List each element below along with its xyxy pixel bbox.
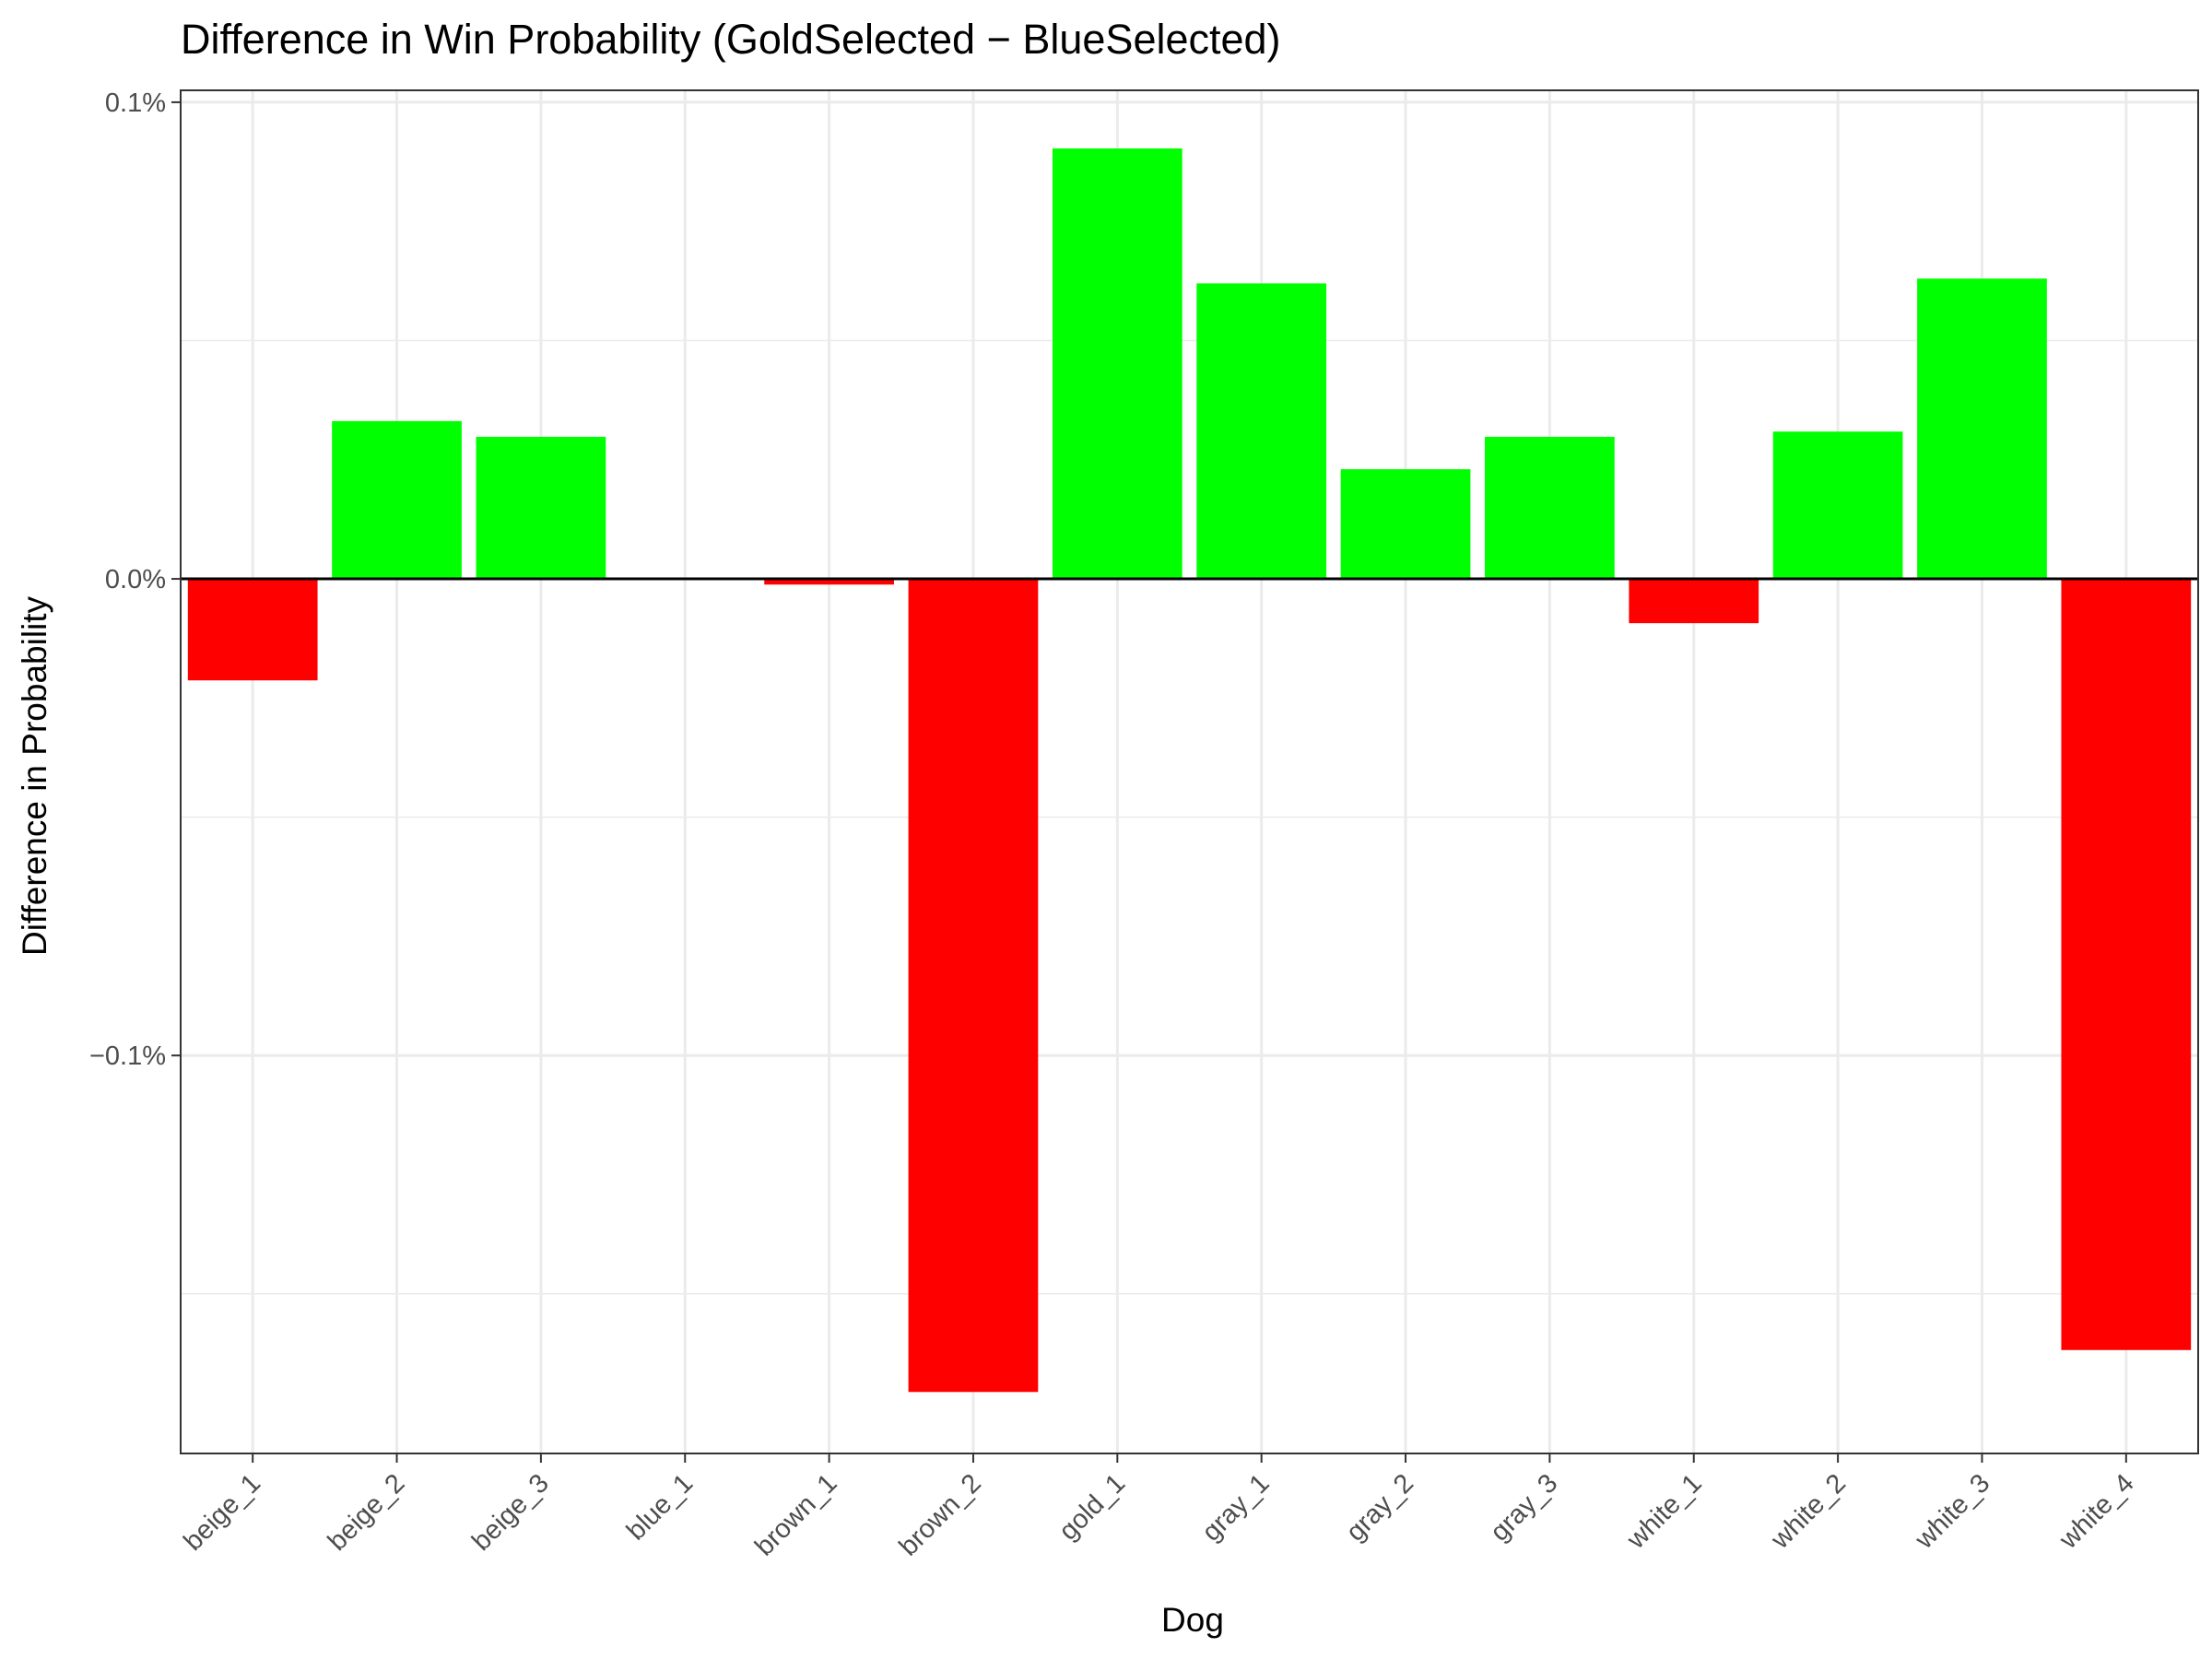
bar-white_1 [1629, 579, 1759, 624]
bar-white_2 [1772, 431, 1903, 580]
bar-beige_3 [476, 436, 606, 580]
panel-border [180, 89, 2199, 1454]
y-tick-label: 0.1% [105, 88, 166, 118]
bar-gold_1 [1052, 148, 1182, 580]
bar-white_3 [1917, 278, 2047, 580]
x-axis-title: Dog [1161, 1601, 1224, 1639]
bar-beige_1 [187, 579, 318, 681]
bar-brown_1 [764, 579, 894, 585]
y-axis-title: Difference in Probability [16, 595, 53, 956]
y-tick-label: 0.0% [105, 565, 166, 594]
bar-gray_3 [1485, 436, 1615, 580]
y-tick-label: −0.1% [89, 1041, 166, 1071]
bars [187, 148, 2192, 1393]
bar-gray_2 [1340, 469, 1471, 580]
bar-white_4 [2061, 579, 2192, 1350]
bar-gray_1 [1196, 283, 1327, 580]
chart-title: Difference in Win Probability (GoldSelec… [181, 16, 1281, 63]
bar-beige_2 [332, 420, 462, 580]
bar-brown_2 [908, 579, 1039, 1393]
